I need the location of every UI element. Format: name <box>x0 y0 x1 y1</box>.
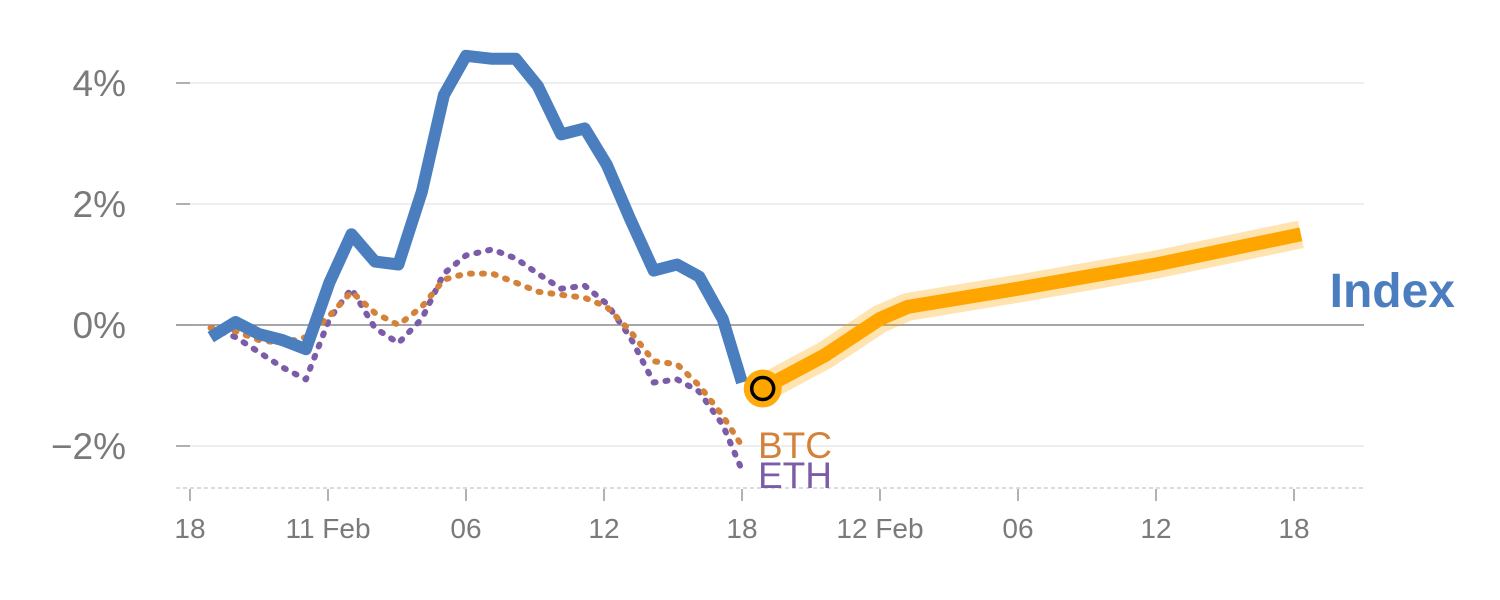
x-tick-label: 12 <box>1140 513 1171 544</box>
x-tick-label: 18 <box>726 513 757 544</box>
series-label-eth: ETH <box>758 455 832 496</box>
series-line-index <box>207 49 748 385</box>
axes: 4% 2% 0% −2% 18 11 Feb 06 12 18 12 Feb 06 12 18 <box>51 63 1364 544</box>
series-line-btc <box>207 270 745 449</box>
y-tick-label: 0% <box>73 305 126 346</box>
x-tick-label: 18 <box>1278 513 1309 544</box>
y-tick-label: −2% <box>51 426 126 467</box>
y-tick-label: 2% <box>73 184 126 225</box>
x-tick-label: 06 <box>450 513 481 544</box>
series-label-btc: BTC <box>758 425 832 466</box>
x-tick-label: 12 Feb <box>836 513 923 544</box>
x-tick-label: 18 <box>174 513 205 544</box>
series-line-eth <box>207 246 745 474</box>
x-tick-label: 12 <box>588 513 619 544</box>
series-label-index: Index <box>1330 265 1456 318</box>
y-tick-label: 4% <box>73 63 126 104</box>
x-tick-label: 11 Feb <box>285 513 370 544</box>
forecast-line <box>759 227 1303 395</box>
current-point-marker <box>749 375 776 402</box>
series-lines <box>207 49 1304 474</box>
x-tick-label: 06 <box>1002 513 1033 544</box>
